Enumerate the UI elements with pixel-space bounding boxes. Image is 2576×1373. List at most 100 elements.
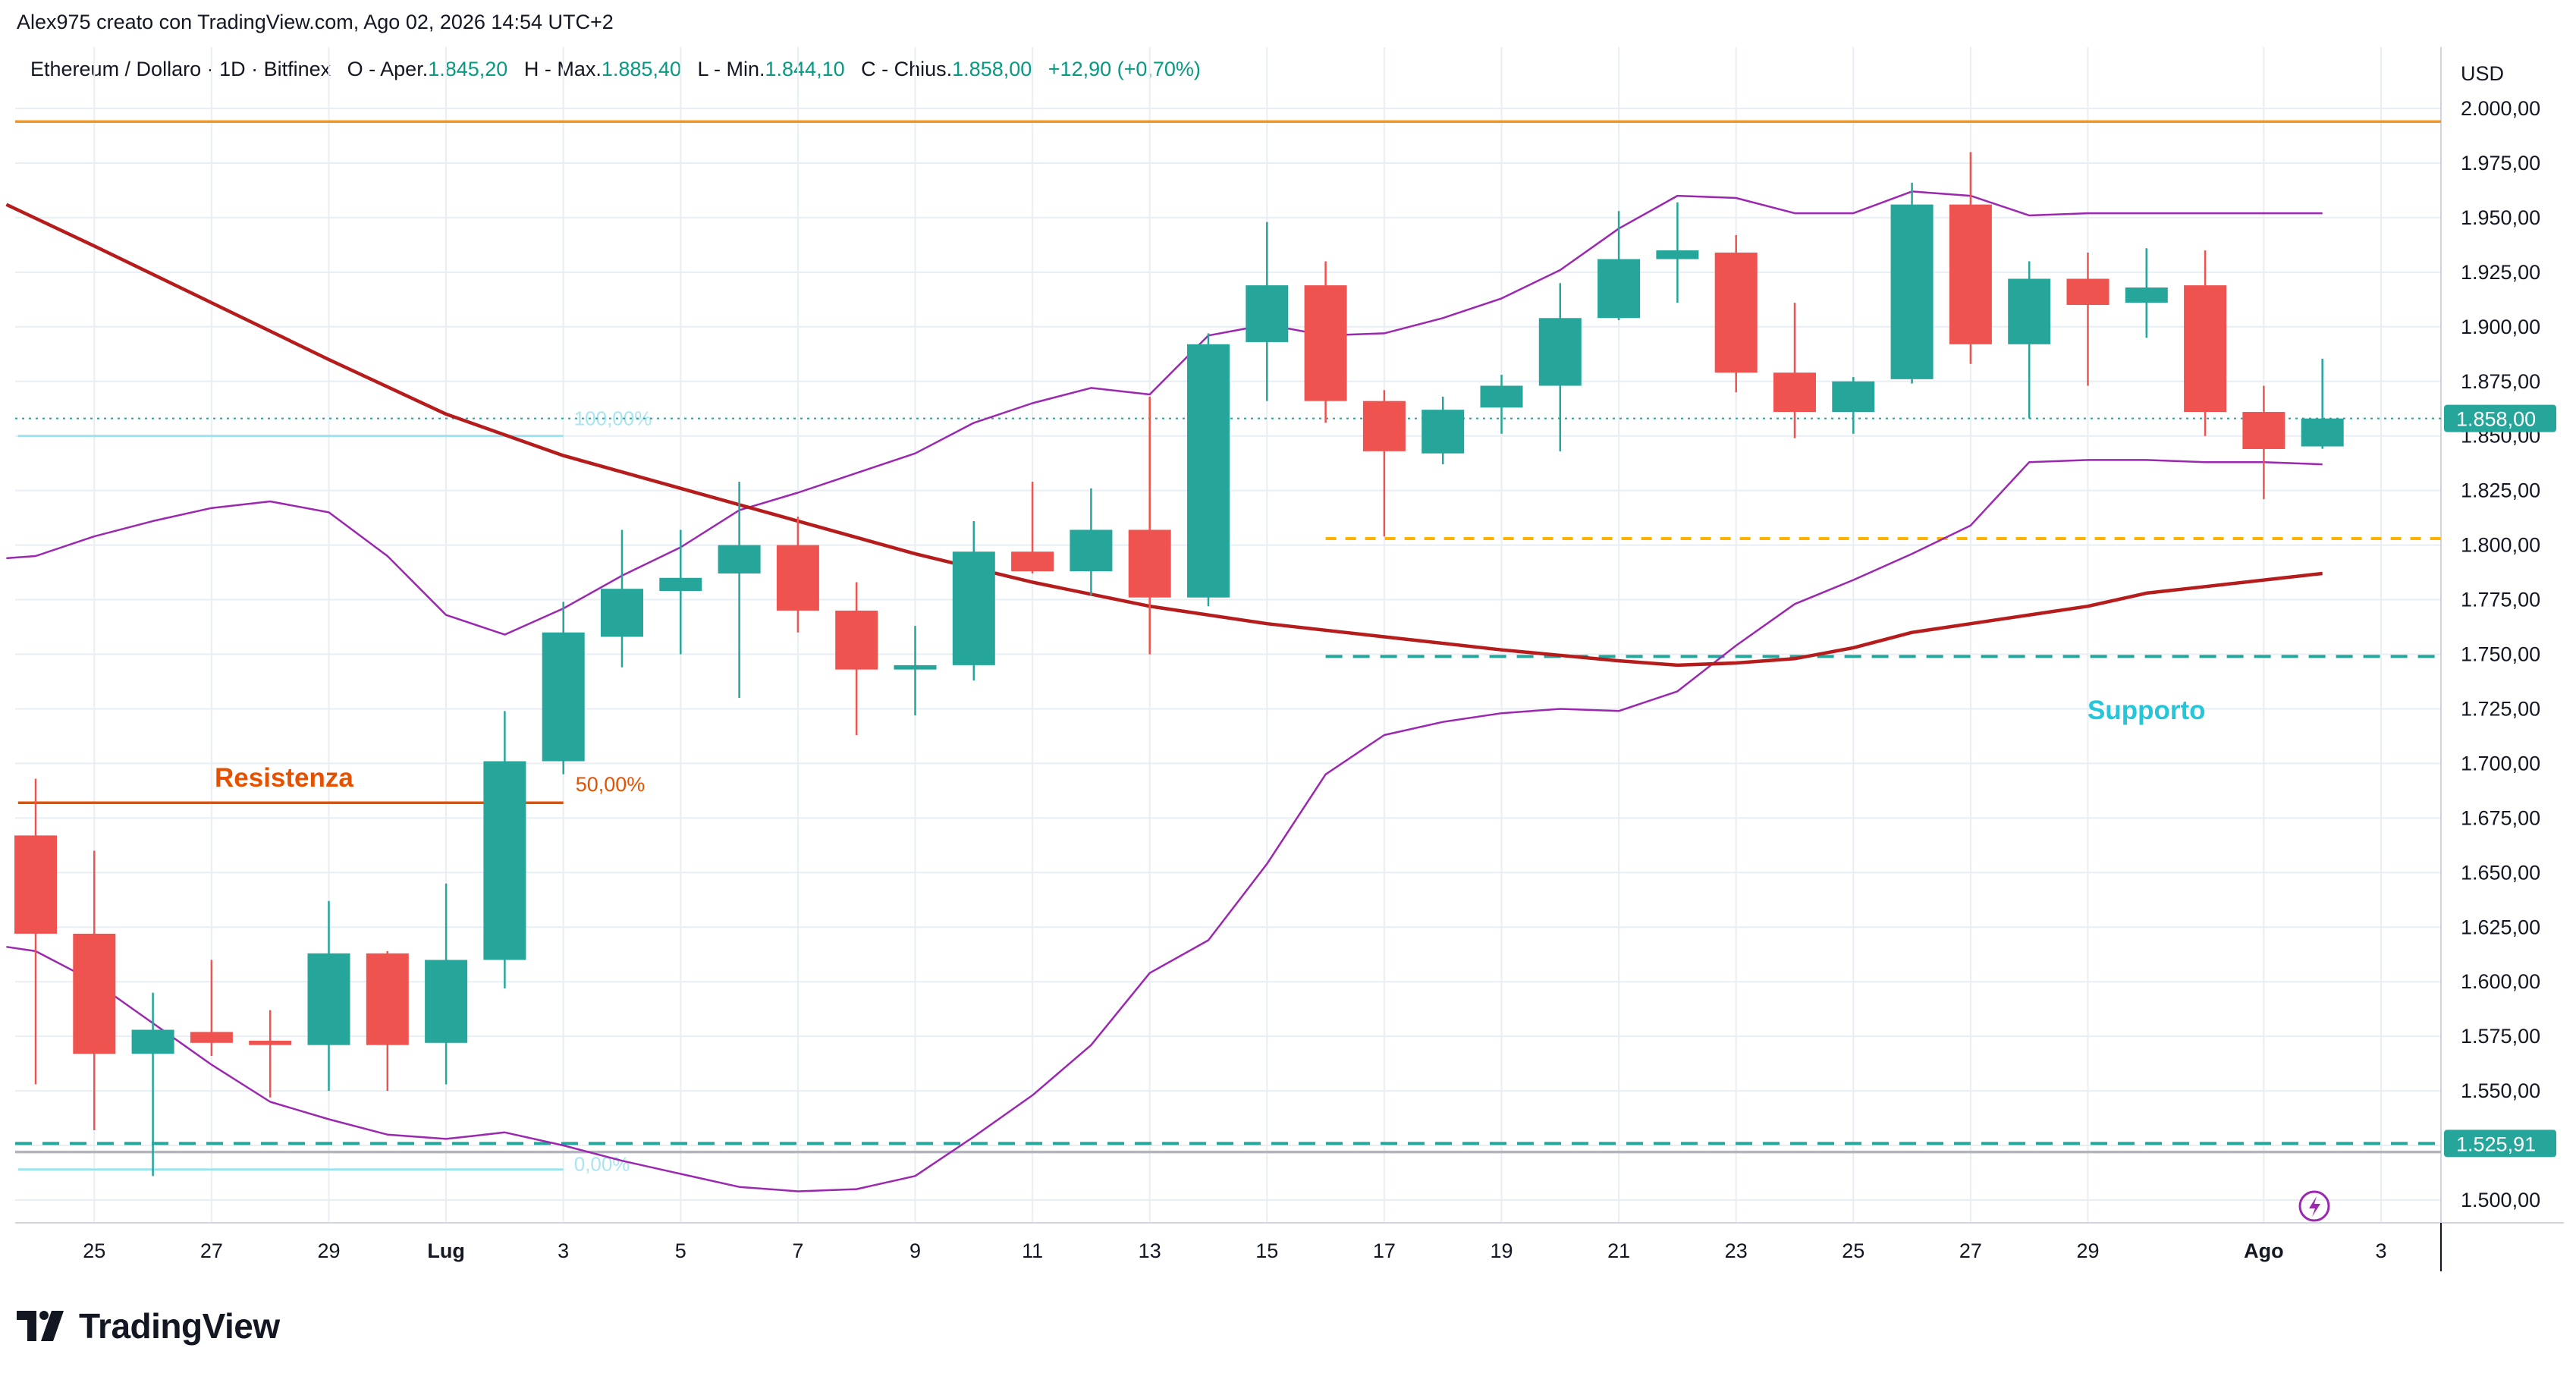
candle-body[interactable] [1011,551,1054,572]
price-axis-label: 1.925,00 [2461,261,2540,284]
lower-band-line [6,459,2323,1192]
time-axis-label: 27 [200,1239,223,1262]
time-axis-label: 7 [792,1239,803,1262]
candle-body[interactable] [2301,418,2344,447]
candle-body[interactable] [73,933,116,1054]
candle-body[interactable] [1949,204,1992,344]
time-axis-label: 3 [2375,1239,2386,1262]
price-axis-label: 1.950,00 [2461,206,2540,229]
time-axis-label: Lug [427,1239,464,1262]
candle-body[interactable] [483,761,526,960]
fib-top-label: 100,00% [574,407,652,430]
symbol-label[interactable]: Ethereum / Dollaro · 1D · Bitfinex [30,58,331,80]
candle-body[interactable] [659,577,702,592]
candle-body[interactable] [1128,529,1171,598]
price-axis-label: 1.800,00 [2461,534,2540,557]
resistance-annotation[interactable]: Resistenza [215,763,353,793]
candle-body[interactable] [1246,285,1289,342]
candle-body[interactable] [366,953,409,1045]
candle-body[interactable] [2008,278,2051,344]
time-axis-label: 25 [1842,1239,1864,1262]
time-axis-label: 29 [2076,1239,2099,1262]
price-axis-label: 1.575,00 [2461,1025,2540,1048]
candle-body[interactable] [307,953,350,1045]
time-axis-label: 25 [83,1239,105,1262]
candle-body[interactable] [542,632,585,762]
open-label: O - Aper. [347,58,429,80]
low-value: 1.844,10 [765,58,845,80]
candle-body[interactable] [249,1040,292,1045]
candle-body[interactable] [894,665,937,670]
change-value: +12,90 (+0,70%) [1048,58,1201,80]
time-axis-label: 13 [1139,1239,1161,1262]
candle-body[interactable] [1304,285,1347,401]
fib-bottom-label: 0,00% [574,1153,630,1176]
price-chart[interactable]: 100,00% 0,00% 50,00% Resistenza Supporto 1.50… [0,0,2576,1290]
time-axis-label: Ago [2244,1239,2283,1262]
high-value: 1.885,40 [601,58,681,80]
price-axis-label: 1.500,00 [2461,1189,2540,1211]
time-axis-label: 29 [317,1239,340,1262]
upper-band-line [6,190,2323,636]
candle-body[interactable] [1714,252,1758,373]
currency-label: USD [2461,62,2504,85]
candle-body[interactable] [1597,259,1641,319]
candle-body[interactable] [1773,372,1816,413]
support-price-tag-bg [2444,1130,2556,1158]
candle-body[interactable] [190,1032,233,1043]
candle-body[interactable] [1422,410,1465,454]
price-axis-label: 1.775,00 [2461,589,2540,611]
lightning-icon[interactable] [2298,1190,2330,1222]
price-axis-label: 1.975,00 [2461,152,2540,174]
tradingview-logo-icon [17,1311,64,1341]
tradingview-logo[interactable]: TradingView [17,1303,280,1349]
price-axis-label: 1.625,00 [2461,916,2540,938]
candle-body[interactable] [2242,412,2285,449]
time-axis-label: 9 [909,1239,921,1262]
time-axis-label: 3 [558,1239,569,1262]
fib-mid-label: 50,00% [576,773,646,796]
time-axis-label: 19 [1490,1239,1513,1262]
lightning-icon-glyph [2309,1196,2320,1217]
close-label: C - Chius. [861,58,953,80]
support-price-tag: 1.525,91 [2456,1133,2536,1155]
candle-body[interactable] [1538,318,1582,386]
candle-body[interactable] [601,589,643,637]
time-axis-label: 27 [1959,1239,1982,1262]
price-axis-label: 1.725,00 [2461,697,2540,720]
candle-body[interactable] [425,960,468,1043]
candle-body[interactable] [1187,344,1230,598]
candle-body[interactable] [776,545,819,611]
candle-body[interactable] [952,551,995,665]
support-annotation[interactable]: Supporto [2088,696,2206,725]
close-value: 1.858,00 [952,58,1032,80]
candle-body[interactable] [14,835,57,934]
time-axis-label: 15 [1255,1239,1278,1262]
price-axis-label: 1.600,00 [2461,970,2540,993]
price-axis-label: 1.875,00 [2461,370,2540,393]
candle-body[interactable] [835,610,878,670]
low-label: L - Min. [697,58,765,80]
time-axis-label: 5 [675,1239,686,1262]
candle-body[interactable] [2066,278,2109,306]
candle-body[interactable] [1656,250,1699,259]
price-axis-label: 1.900,00 [2461,316,2540,338]
open-value: 1.845,20 [428,58,508,80]
price-axis-label: 1.825,00 [2461,479,2540,502]
candle-body[interactable] [1480,385,1523,408]
price-axis-label: 1.550,00 [2461,1079,2540,1102]
candle-body[interactable] [1832,381,1875,413]
time-axis-label: 17 [1373,1239,1396,1262]
time-axis-label: 21 [1607,1239,1630,1262]
candle-body[interactable] [718,545,761,574]
candle-body[interactable] [2125,287,2168,303]
candle-body[interactable] [2184,285,2227,413]
last-price-tag: 1.858,00 [2456,408,2536,431]
moving-average-line [5,203,2323,668]
candle-body[interactable] [1362,401,1406,451]
candle-body[interactable] [131,1029,174,1054]
tradingview-wordmark: TradingView [79,1306,280,1346]
candle-body[interactable] [1890,204,1934,379]
candle-body[interactable] [1070,529,1113,572]
